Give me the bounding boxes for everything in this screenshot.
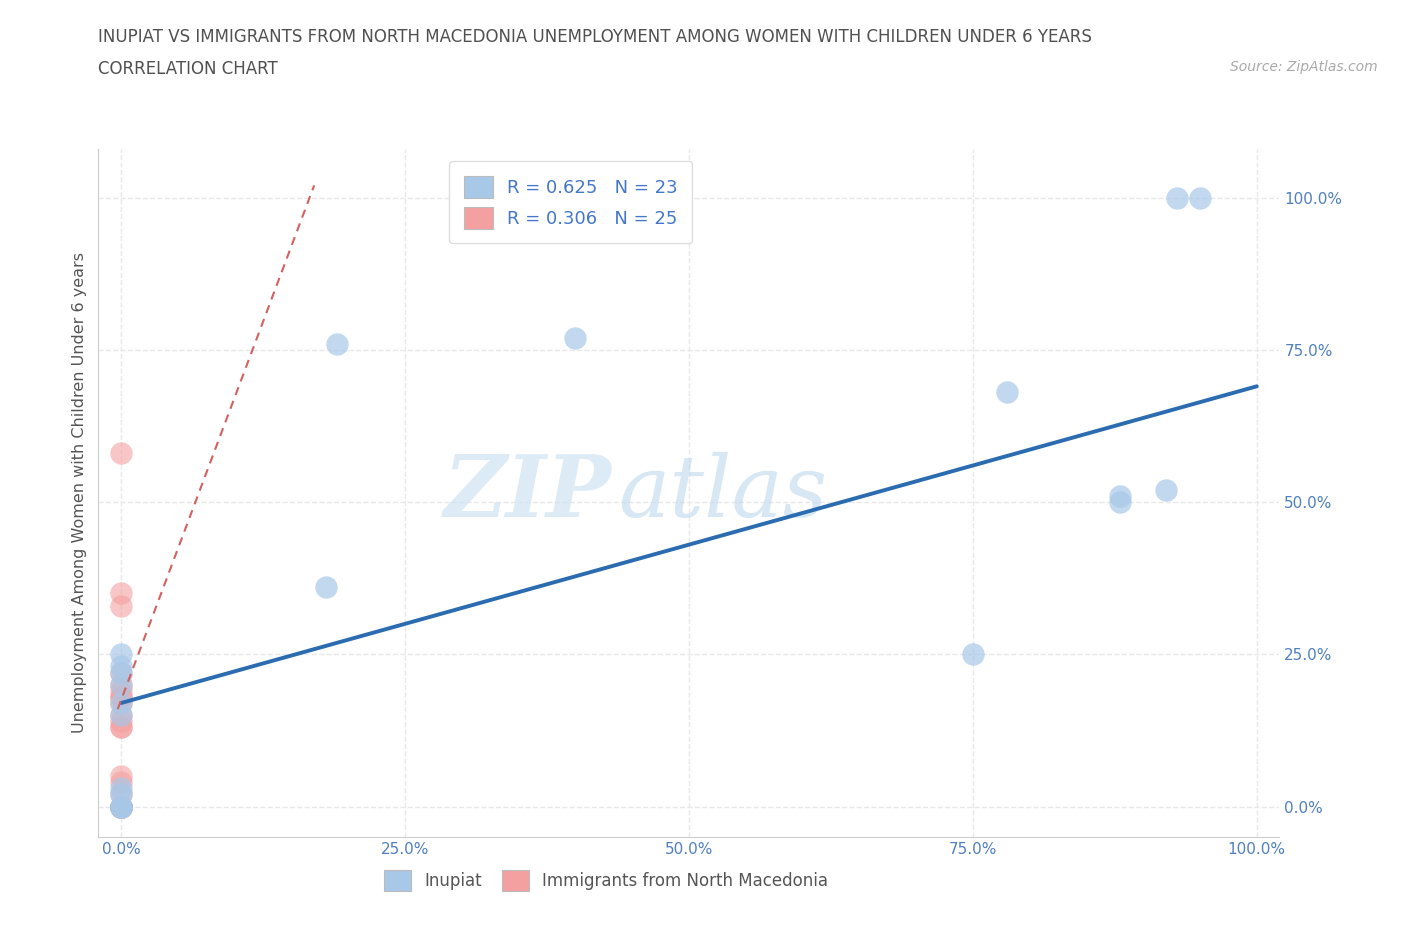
Point <box>110 677 132 692</box>
Point <box>110 787 132 802</box>
Point <box>110 689 132 704</box>
Point <box>110 720 132 735</box>
Text: INUPIAT VS IMMIGRANTS FROM NORTH MACEDONIA UNEMPLOYMENT AMONG WOMEN WITH CHILDRE: INUPIAT VS IMMIGRANTS FROM NORTH MACEDON… <box>98 28 1092 46</box>
Point <box>110 799 132 814</box>
Point <box>110 799 132 814</box>
Point <box>110 799 132 814</box>
Text: CORRELATION CHART: CORRELATION CHART <box>98 60 278 78</box>
Point <box>110 799 132 814</box>
Point <box>564 330 586 345</box>
Point <box>110 708 132 723</box>
Point <box>326 337 349 352</box>
Text: Source: ZipAtlas.com: Source: ZipAtlas.com <box>1230 60 1378 74</box>
Point <box>110 769 132 784</box>
Point <box>110 665 132 680</box>
Point <box>1166 190 1188 205</box>
Point <box>110 799 132 814</box>
Point <box>110 677 132 692</box>
Point <box>110 799 132 814</box>
Point <box>962 647 984 662</box>
Y-axis label: Unemployment Among Women with Children Under 6 years: Unemployment Among Women with Children U… <box>72 252 87 734</box>
Point <box>110 787 132 802</box>
Point <box>110 720 132 735</box>
Text: atlas: atlas <box>619 452 827 534</box>
Point <box>110 799 132 814</box>
Point <box>1188 190 1211 205</box>
Point <box>1154 483 1177 498</box>
Point <box>110 684 132 698</box>
Point <box>110 799 132 814</box>
Point <box>110 775 132 790</box>
Point <box>110 665 132 680</box>
Point <box>995 385 1018 400</box>
Point <box>110 799 132 814</box>
Point <box>1109 495 1132 510</box>
Point <box>110 445 132 460</box>
Point <box>110 781 132 796</box>
Point <box>110 689 132 704</box>
Point <box>110 799 132 814</box>
Point <box>110 799 132 814</box>
Point <box>110 598 132 613</box>
Point <box>110 647 132 662</box>
Point <box>110 696 132 711</box>
Point <box>110 799 132 814</box>
Point <box>315 580 337 595</box>
Point <box>110 708 132 723</box>
Point <box>110 799 132 814</box>
Point <box>110 659 132 674</box>
Text: ZIP: ZIP <box>444 451 612 535</box>
Point <box>110 696 132 711</box>
Point <box>1109 488 1132 503</box>
Point <box>110 586 132 601</box>
Legend: Inupiat, Immigrants from North Macedonia: Inupiat, Immigrants from North Macedonia <box>378 864 835 897</box>
Point <box>110 714 132 729</box>
Point <box>110 799 132 814</box>
